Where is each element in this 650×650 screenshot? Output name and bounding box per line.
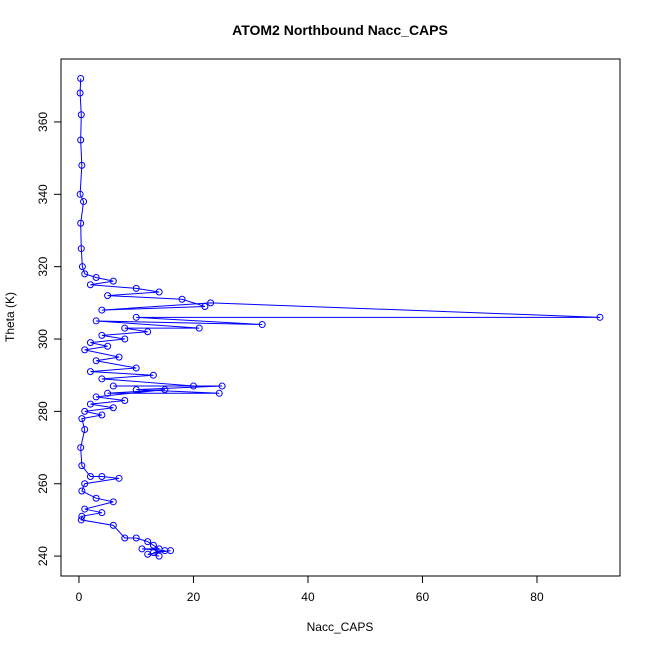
- data-point: [98, 411, 106, 419]
- data-point: [104, 292, 112, 300]
- data-point: [98, 509, 106, 517]
- data-point: [138, 545, 146, 553]
- data-point: [80, 198, 88, 206]
- data-point: [76, 89, 84, 97]
- y-tick-label: 280: [36, 401, 50, 421]
- y-tick-label: 320: [36, 256, 50, 276]
- data-point: [596, 313, 604, 321]
- x-tick-label: 20: [187, 590, 201, 604]
- data-point: [98, 306, 106, 314]
- data-point: [81, 270, 89, 278]
- data-point: [149, 541, 157, 549]
- data-point: [98, 375, 106, 383]
- x-tick-label: 0: [76, 590, 83, 604]
- x-axis-label: Nacc_CAPS: [307, 620, 374, 634]
- y-tick-label: 240: [36, 546, 50, 566]
- data-point: [92, 393, 100, 401]
- data-point: [81, 505, 89, 513]
- data-point: [86, 400, 94, 408]
- data-line: [79, 78, 600, 557]
- data-point: [77, 75, 85, 83]
- data-point: [109, 498, 117, 506]
- data-point: [121, 397, 129, 405]
- y-tick-label: 300: [36, 329, 50, 349]
- data-point: [132, 534, 140, 542]
- data-point: [77, 516, 85, 524]
- y-tick-label: 360: [36, 112, 50, 132]
- x-tick-label: 40: [301, 590, 315, 604]
- data-point: [76, 190, 84, 198]
- data-point: [104, 389, 112, 397]
- data-point: [92, 317, 100, 325]
- data-point: [132, 313, 140, 321]
- data-point: [86, 339, 94, 347]
- data-point: [121, 534, 129, 542]
- data-point: [167, 547, 175, 555]
- data-point: [78, 462, 86, 470]
- x-tick-label: 60: [416, 590, 430, 604]
- data-point: [86, 473, 94, 481]
- data-point: [77, 219, 85, 227]
- data-point: [78, 415, 86, 423]
- data-point: [215, 389, 223, 397]
- data-point: [207, 299, 215, 307]
- data-point: [195, 324, 203, 332]
- data-point: [144, 550, 152, 558]
- data-point: [109, 404, 117, 412]
- y-tick-label: 340: [36, 184, 50, 204]
- data-point: [81, 346, 89, 354]
- data-point: [144, 538, 152, 546]
- data-point: [81, 425, 89, 433]
- data-point: [132, 386, 140, 394]
- data-point: [92, 494, 100, 502]
- data-point: [98, 473, 106, 481]
- data-point: [92, 274, 100, 282]
- data-point: [115, 353, 123, 361]
- data-point: [189, 382, 197, 390]
- x-tick-label: 80: [530, 590, 544, 604]
- data-point: [81, 407, 89, 415]
- data-point: [109, 382, 117, 390]
- data-point: [109, 277, 117, 285]
- data-point: [81, 480, 89, 488]
- data-point: [218, 382, 226, 390]
- data-point: [121, 324, 129, 332]
- data-point: [78, 512, 86, 520]
- data-point: [78, 487, 86, 495]
- data-point: [104, 342, 112, 350]
- data-point: [92, 357, 100, 365]
- data-point: [77, 245, 85, 253]
- data-point: [98, 331, 106, 339]
- data-point: [121, 335, 129, 343]
- data-point: [115, 474, 123, 482]
- data-point: [258, 321, 266, 329]
- data-point: [77, 444, 85, 452]
- data-point: [201, 302, 209, 310]
- data-point: [155, 552, 163, 560]
- data-point: [109, 521, 117, 529]
- data-point: [144, 328, 152, 336]
- data-point: [161, 386, 169, 394]
- data-point: [132, 284, 140, 292]
- chart-title: ATOM2 Northbound Nacc_CAPS: [232, 22, 448, 38]
- data-point: [178, 295, 186, 303]
- data-point: [86, 368, 94, 376]
- data-point: [149, 371, 157, 379]
- data-point: [77, 111, 85, 119]
- data-point: [155, 288, 163, 296]
- y-tick-label: 260: [36, 473, 50, 493]
- data-point: [132, 364, 140, 372]
- y-axis-label: Theta (K): [3, 292, 17, 342]
- data-point: [78, 161, 86, 169]
- data-point: [86, 281, 94, 289]
- data-point: [78, 263, 86, 271]
- data-point: [77, 136, 85, 144]
